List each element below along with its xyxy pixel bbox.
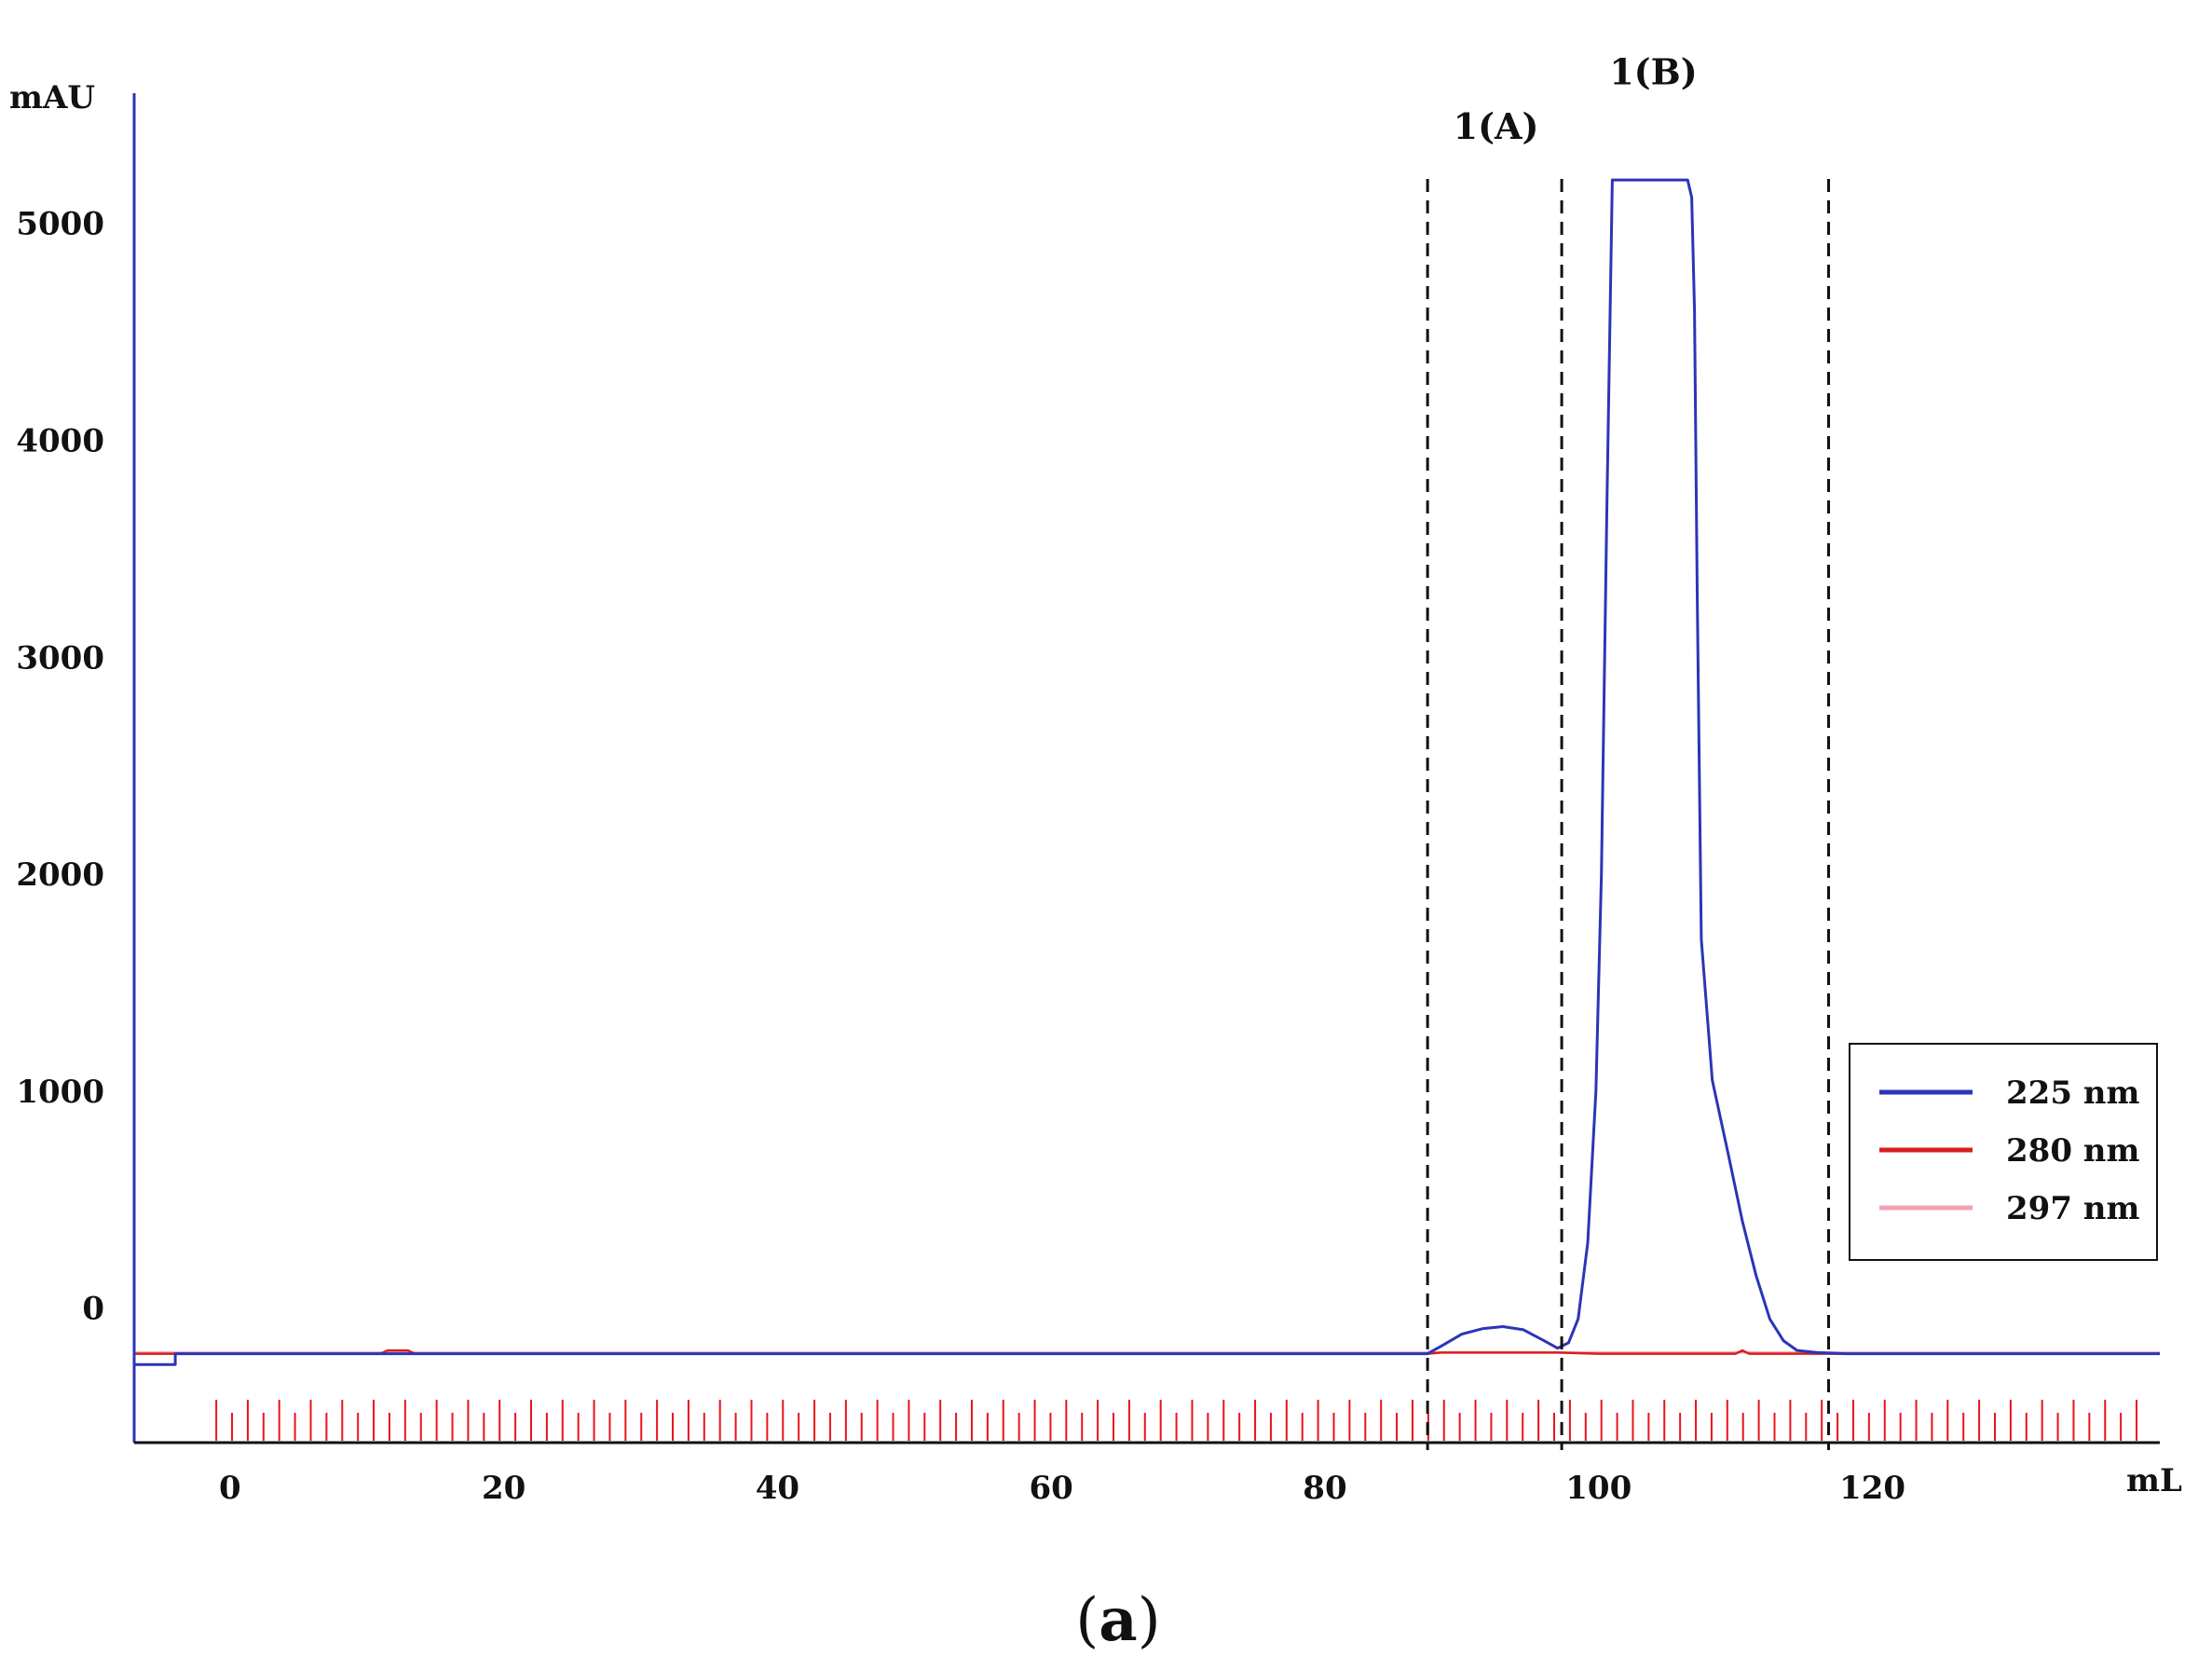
legend-label: 225 nm — [2006, 1075, 2140, 1112]
legend: 225 nm 280 nm 297 nm — [1849, 1043, 2158, 1261]
y-tick-label: 0 — [82, 1291, 104, 1328]
y-tick-label: 5000 — [16, 206, 104, 243]
y-tick-labels: 0 1000 2000 3000 4000 5000 — [16, 206, 104, 1328]
fraction-label: 1(B) — [1609, 51, 1698, 93]
x-axis-unit: mL — [2126, 1462, 2182, 1499]
x-tick-label: 0 — [219, 1470, 241, 1507]
fraction-labels: 1(A) 1(B) — [1454, 51, 1698, 147]
fraction-label: 1(A) — [1454, 105, 1539, 147]
series-lines — [134, 178, 2160, 1366]
y-tick-label: 3000 — [16, 639, 104, 677]
x-tick-label: 100 — [1565, 1470, 1632, 1507]
y-tick-label: 4000 — [16, 422, 104, 459]
fraction-marks — [215, 1400, 2138, 1441]
x-tick-label: 40 — [756, 1470, 799, 1507]
x-tick-label: 80 — [1303, 1470, 1346, 1507]
legend-label: 280 nm — [2006, 1132, 2140, 1170]
x-tick-label: 20 — [482, 1470, 526, 1507]
x-tick-label: 60 — [1030, 1470, 1073, 1507]
x-tick-labels: 0 20 40 60 80 100 120 — [219, 1470, 1905, 1507]
y-axis-unit: mAU — [9, 79, 95, 116]
x-tick-label: 120 — [1839, 1470, 1905, 1507]
panel-label-letter: a — [1099, 1585, 1137, 1655]
fraction-boundaries — [1426, 179, 1831, 1450]
series-line-225-nm — [134, 178, 2160, 1366]
y-tick-label: 1000 — [16, 1074, 104, 1111]
y-tick-label: 2000 — [16, 856, 104, 894]
panel-label: (a) — [1075, 1585, 1160, 1655]
legend-label: 297 nm — [2006, 1190, 2140, 1227]
